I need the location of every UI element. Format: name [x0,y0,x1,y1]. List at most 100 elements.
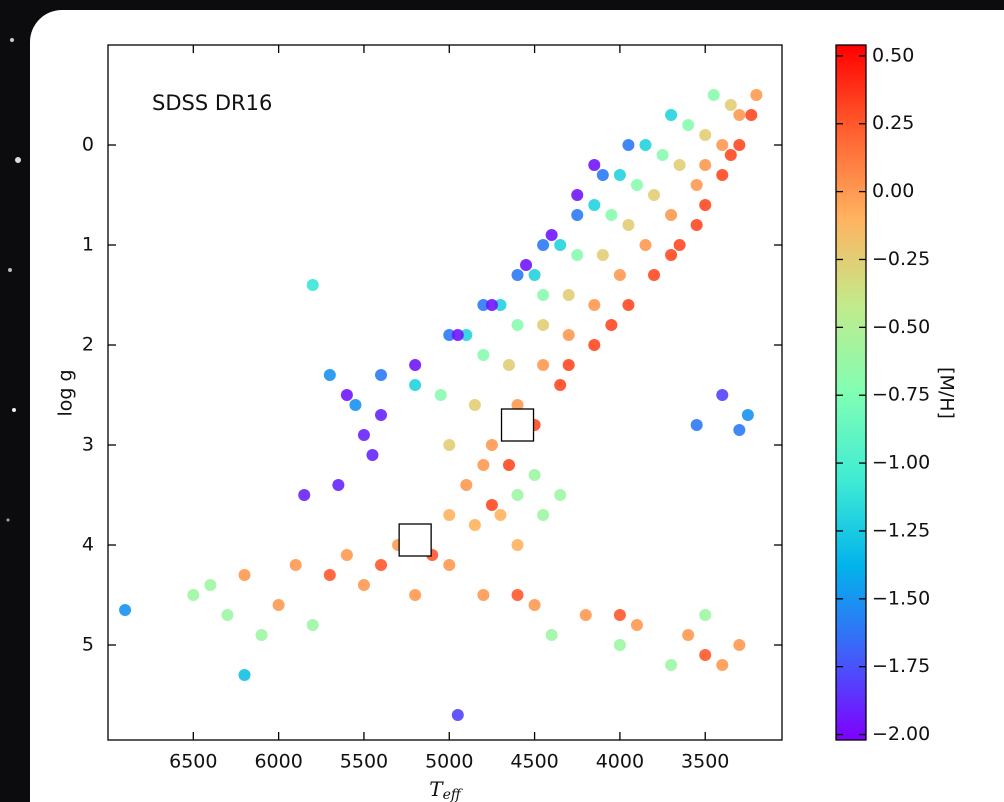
data-point [537,509,550,521]
data-point [443,559,456,571]
colorbar-label: [M/H] [936,367,958,419]
data-point [477,459,490,471]
data-point [639,139,652,151]
data-point [690,419,703,431]
data-point [511,589,524,601]
data-point [741,409,754,421]
data-point [673,159,686,171]
data-point [682,119,695,131]
data-point [745,109,758,121]
y-tick-label: 0 [82,134,94,156]
data-point [613,169,626,181]
data-point [357,429,370,441]
data-point [502,459,515,471]
annotation: SDSS DR16 [152,91,272,115]
data-point [528,599,541,611]
data-point [511,319,524,331]
colorbar [835,44,867,741]
data-point [238,569,251,581]
data-point [630,179,643,191]
data-point [545,629,558,641]
data-point [204,579,217,591]
data-point [716,169,729,181]
x-axis-label: Teff [429,777,463,802]
data-point [596,169,609,181]
data-point [485,439,498,451]
data-point [724,149,737,161]
data-point [613,269,626,281]
data-point [366,449,379,461]
data-point [699,159,712,171]
data-point [699,129,712,141]
data-point [528,269,541,281]
x-tick-label: 4500 [510,751,558,773]
data-point [699,649,712,661]
data-point [733,639,746,651]
data-point [332,479,345,491]
colorbar-tick-label: −0.75 [872,384,930,406]
data-point [375,559,388,571]
data-point [545,229,558,241]
data-point [528,469,541,481]
data-point [733,109,746,121]
data-point [562,329,575,341]
data-point [622,299,635,311]
data-point [733,139,746,151]
data-point [511,539,524,551]
data-point [477,299,490,311]
data-point [699,199,712,211]
data-point [468,519,481,531]
data-point [511,399,524,411]
colorbar-tick-label: 0.00 [872,180,914,202]
colorbar-tick-label: −1.50 [872,587,930,609]
data-point [630,619,643,631]
data-point [221,609,234,621]
data-point [477,589,490,601]
data-point [443,439,456,451]
x-label-main: T [429,777,444,801]
data-point [340,549,353,561]
data-point [468,399,481,411]
data-point [255,629,268,641]
data-point [409,379,422,391]
data-point [673,239,686,251]
data-point [511,269,524,281]
y-tick-label: 5 [82,634,94,656]
data-point [485,499,498,511]
data-point [443,509,456,521]
data-point [434,389,447,401]
data-point [588,339,601,351]
colorbar-tick-label: −1.00 [872,452,930,474]
data-point [187,589,200,601]
data-point [665,249,678,261]
data-point [588,299,601,311]
x-tick-label: 5000 [425,751,473,773]
data-point [588,159,601,171]
colorbar-tick-label: −2.00 [872,723,930,745]
x-tick-label: 6500 [169,751,217,773]
data-point [460,329,473,341]
marker-square [500,408,535,442]
data-point [665,109,678,121]
data-point [502,359,515,371]
data-point [306,619,319,631]
data-point [537,239,550,251]
data-point [656,149,669,161]
data-point [323,369,336,381]
data-point [648,189,661,201]
y-tick-label: 2 [82,334,94,356]
data-point [716,659,729,671]
data-point [579,609,592,621]
data-point [494,299,507,311]
data-point [707,89,720,101]
data-point [562,289,575,301]
data-point [485,299,498,311]
data-point [451,709,464,721]
data-point [537,319,550,331]
data-point [648,269,661,281]
data-point [537,359,550,371]
y-tick-label: 4 [82,534,94,556]
data-point [349,399,362,411]
data-point [554,379,567,391]
